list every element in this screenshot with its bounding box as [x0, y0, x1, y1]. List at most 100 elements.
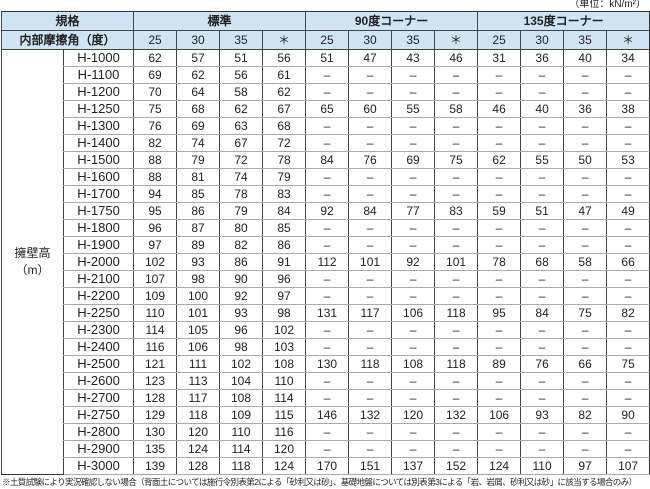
value-cell: 74	[219, 168, 263, 186]
value-cell: –	[305, 423, 349, 441]
value-cell: 49	[606, 202, 650, 220]
value-cell: 90	[606, 406, 650, 424]
value-cell: 100	[176, 287, 220, 305]
angle-col-header: 25	[477, 30, 521, 50]
value-cell: –	[305, 134, 349, 152]
model-cell: H-1500	[62, 151, 134, 169]
value-cell: 40	[520, 100, 564, 118]
value-cell: 109	[133, 287, 177, 305]
value-cell: –	[606, 219, 650, 237]
value-cell: –	[477, 270, 521, 288]
value-cell: 110	[262, 372, 306, 390]
value-cell: 55	[391, 100, 435, 118]
value-cell: –	[520, 66, 564, 84]
value-cell: –	[606, 321, 650, 339]
value-cell: 84	[262, 202, 306, 220]
value-cell: –	[520, 117, 564, 135]
value-cell: –	[305, 236, 349, 254]
value-cell: –	[305, 83, 349, 101]
angle-col-header: ＊	[606, 30, 650, 50]
model-cell: H-2750	[62, 406, 134, 424]
value-cell: 105	[176, 321, 220, 339]
value-cell: –	[434, 168, 478, 186]
value-cell: –	[305, 117, 349, 135]
value-cell: 75	[133, 100, 177, 118]
value-cell: –	[391, 219, 435, 237]
value-cell: 124	[176, 440, 220, 458]
value-cell: –	[563, 372, 607, 390]
model-cell: H-2300	[62, 321, 134, 339]
value-cell: –	[391, 168, 435, 186]
value-cell: 55	[520, 151, 564, 169]
value-cell: –	[563, 270, 607, 288]
angle-col-header: 30	[176, 30, 220, 50]
value-cell: 114	[262, 389, 306, 407]
value-cell: 36	[520, 49, 564, 67]
value-cell: –	[477, 321, 521, 339]
value-cell: 69	[176, 117, 220, 135]
value-cell: –	[305, 185, 349, 203]
value-cell: –	[563, 389, 607, 407]
model-cell: H-2000	[62, 253, 134, 271]
value-cell: 53	[606, 151, 650, 169]
value-cell: 111	[176, 355, 220, 373]
value-cell: –	[606, 168, 650, 186]
value-cell: 130	[133, 423, 177, 441]
value-cell: 135	[133, 440, 177, 458]
value-cell: 34	[606, 49, 650, 67]
value-cell: 97	[133, 236, 177, 254]
value-cell: 120	[262, 440, 306, 458]
value-cell: –	[391, 338, 435, 356]
value-cell: 68	[176, 100, 220, 118]
value-cell: 72	[219, 151, 263, 169]
angle-col-header: 30	[520, 30, 564, 50]
value-cell: 130	[305, 355, 349, 373]
value-cell: 76	[348, 151, 392, 169]
model-cell: H-2600	[62, 372, 134, 390]
value-cell: 93	[219, 304, 263, 322]
value-cell: 139	[133, 457, 177, 475]
value-cell: –	[391, 66, 435, 84]
value-cell: 43	[391, 49, 435, 67]
angle-col-header: 35	[391, 30, 435, 50]
value-cell: 86	[219, 253, 263, 271]
value-cell: –	[434, 440, 478, 458]
value-cell: 84	[305, 151, 349, 169]
value-cell: 117	[176, 389, 220, 407]
table-row: H-1800 96 87 80 85– – – – – – – –	[2, 219, 650, 237]
angle-col-header: 25	[305, 30, 349, 50]
value-cell: 118	[219, 457, 263, 475]
value-cell: –	[305, 338, 349, 356]
value-cell: –	[348, 83, 392, 101]
table-row: H-2200 109 100 92 97– – – – – – – –	[2, 287, 650, 305]
table-row: H-1700 94 85 78 83– – – – – – – –	[2, 185, 650, 203]
model-cell: H-2400	[62, 338, 134, 356]
value-cell: 78	[477, 253, 521, 271]
value-cell: 61	[262, 66, 306, 84]
value-cell: –	[477, 134, 521, 152]
value-cell: –	[563, 423, 607, 441]
value-cell: –	[391, 270, 435, 288]
value-cell: 57	[176, 49, 220, 67]
value-cell: 107	[606, 457, 650, 475]
value-cell: –	[477, 219, 521, 237]
value-cell: 51	[520, 202, 564, 220]
value-cell: 62	[176, 66, 220, 84]
value-cell: 92	[219, 287, 263, 305]
value-cell: –	[520, 372, 564, 390]
value-cell: –	[391, 185, 435, 203]
value-cell: –	[520, 185, 564, 203]
table-row: H-2000 102 93 86 91 112 101 92 101 78 68 58 66	[2, 253, 650, 271]
value-cell: –	[477, 83, 521, 101]
value-cell: –	[520, 440, 564, 458]
value-cell: –	[563, 117, 607, 135]
value-cell: 98	[219, 338, 263, 356]
value-cell: 137	[391, 457, 435, 475]
value-cell: 78	[262, 151, 306, 169]
value-cell: 120	[176, 423, 220, 441]
value-cell: –	[348, 236, 392, 254]
value-cell: –	[305, 168, 349, 186]
table-row: H-2300 114 105 96 102– – – – – – – –	[2, 321, 650, 339]
value-cell: –	[520, 287, 564, 305]
value-cell: 170	[305, 457, 349, 475]
